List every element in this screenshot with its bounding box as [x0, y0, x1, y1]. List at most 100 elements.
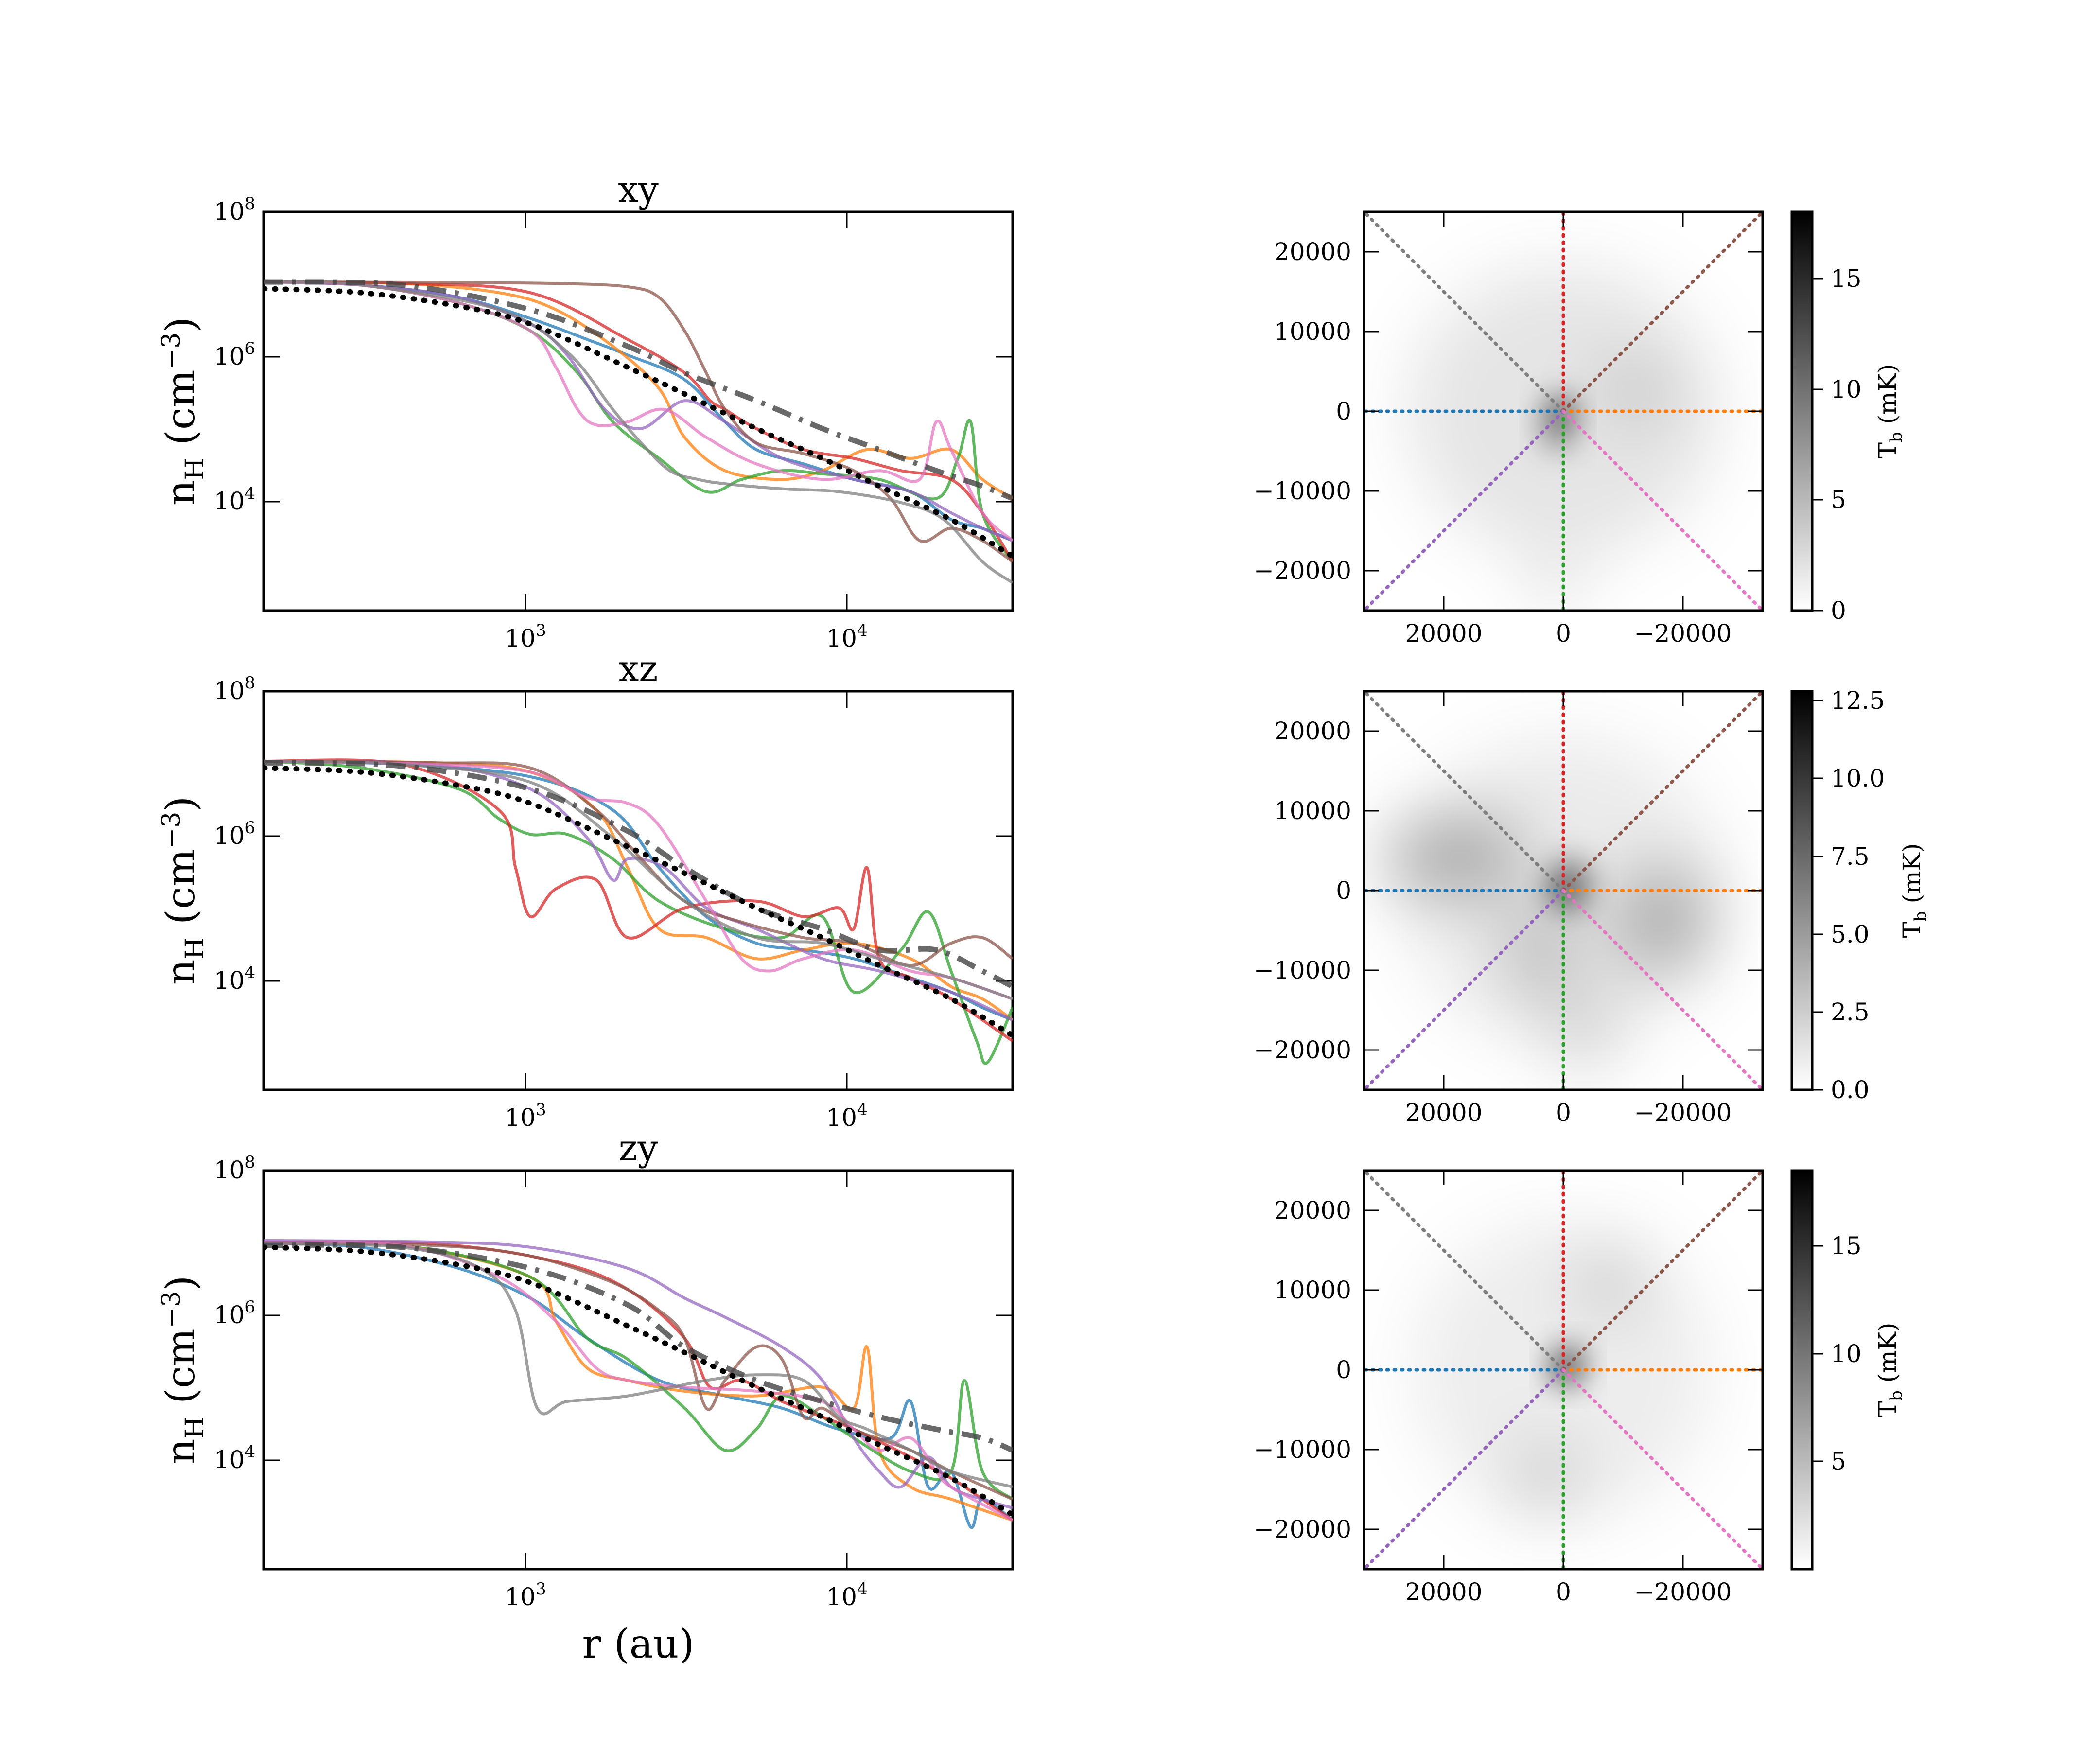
ray-brown — [1561, 689, 1765, 892]
series-line-red — [264, 758, 1013, 1042]
series-line-green — [264, 1241, 1013, 1501]
series-line-red — [264, 280, 1013, 562]
series-group-zy — [264, 1239, 1013, 1529]
hm-xtick-label: 20000 — [1405, 1578, 1482, 1606]
ray-brown — [1561, 210, 1765, 413]
hm-ytick-label: −10000 — [1254, 1435, 1351, 1464]
y-axis-label-xz: nH (cm−3) — [157, 796, 210, 985]
ytick-label-xy-1e4: 104 — [214, 484, 255, 515]
colorbar-label-xy: Tb (mK) — [1873, 364, 1906, 459]
xtick-label-xz-1e4: 104 — [826, 1100, 867, 1132]
ray-gray — [1362, 1169, 1565, 1372]
series-line-fit — [264, 286, 1013, 559]
series-line-mean — [264, 1242, 1013, 1453]
ticks-colorbars — [1812, 278, 1823, 1462]
hm-ytick-label: 20000 — [1274, 238, 1351, 266]
colorbar-label-zy: Tb (mK) — [1873, 1323, 1906, 1418]
colorbars — [1790, 210, 1814, 1571]
ticks-heatmaps — [1364, 212, 1763, 1569]
hm-ytick-label: 20000 — [1274, 1196, 1351, 1225]
y-axis-label-zy: nH (cm−3) — [157, 1276, 210, 1465]
hm-ytick-label: −10000 — [1254, 477, 1351, 505]
ytick-label-zy-1e8: 108 — [214, 1153, 255, 1184]
rays-zy — [1362, 1169, 1765, 1571]
hm-ytick-label: 20000 — [1274, 717, 1351, 745]
hm-ytick-label: 10000 — [1274, 317, 1351, 346]
hm-ytick-label: 10000 — [1274, 797, 1351, 825]
cb-tick-label: 2.5 — [1831, 998, 1870, 1026]
rays-xy — [1362, 210, 1765, 612]
ytick-label-xy-1e6: 106 — [214, 339, 255, 370]
hm-xtick-label: −20000 — [1634, 1099, 1732, 1127]
ray-purple — [1362, 889, 1565, 1092]
ray-purple — [1362, 1368, 1565, 1571]
cb-tick-label: 10.0 — [1831, 764, 1885, 792]
hm-ytick-label: −20000 — [1254, 1036, 1351, 1064]
series-line-pink — [264, 759, 1013, 1000]
hm-ytick-label: 0 — [1336, 876, 1351, 905]
axes-frame-xy — [262, 210, 1014, 612]
ray-gray — [1362, 689, 1565, 892]
hm-ytick-label: 0 — [1336, 397, 1351, 425]
cb-tick-label: 12.5 — [1831, 686, 1885, 715]
axes-frame-xz — [262, 690, 1014, 1091]
hm-ytick-label: −10000 — [1254, 956, 1351, 984]
cb-tick-label: 5.0 — [1831, 920, 1870, 948]
chart-title-zy: zy — [619, 1127, 658, 1169]
ray-pink — [1561, 1368, 1765, 1571]
chart-title-xy: xy — [618, 169, 659, 210]
ytick-label-zy-1e4: 104 — [214, 1442, 255, 1474]
series-line-fit — [264, 765, 1013, 1038]
series-group-xz — [264, 758, 1013, 1065]
series-line-purple — [264, 280, 1013, 542]
chart-title-xz: xz — [619, 648, 658, 690]
hm-xtick-label: −20000 — [1634, 619, 1732, 648]
ytick-label-zy-1e6: 106 — [214, 1297, 255, 1329]
cb-tick-label: 5 — [1831, 1447, 1846, 1475]
hm-ytick-label: −20000 — [1254, 1515, 1351, 1543]
ytick-label-xz-1e8: 108 — [214, 673, 255, 705]
cb-tick-label: 0 — [1831, 596, 1846, 625]
colorbar-zy — [1790, 1169, 1814, 1571]
heatmap-text: 20000 10000 0 −10000 −20000 20000 0 −200… — [1254, 238, 1930, 1606]
ticks-left-zy — [264, 1171, 1013, 1569]
series-line-gray — [264, 759, 1013, 1000]
hm-ytick-label: 10000 — [1274, 1276, 1351, 1304]
colorbar-xz — [1790, 690, 1814, 1091]
xtick-label-xy-1e4: 104 — [826, 621, 867, 652]
series-group-xy — [264, 279, 1013, 584]
cb-tick-label: 10 — [1831, 375, 1862, 403]
cb-tick-label: 15 — [1831, 1232, 1862, 1260]
xtick-label-zy-1e4: 104 — [826, 1579, 867, 1611]
cb-tick-label: 5 — [1831, 486, 1846, 514]
ray-brown — [1561, 1169, 1765, 1372]
cb-tick-label: 7.5 — [1831, 842, 1870, 871]
series-line-mean — [264, 279, 1013, 501]
hm-xtick-label: 20000 — [1405, 619, 1482, 648]
series-line-fit — [264, 1244, 1013, 1518]
ytick-label-xz-1e4: 104 — [214, 963, 255, 995]
series-line-gray — [264, 280, 1013, 584]
ticks-left-xy — [264, 212, 1013, 611]
series-line-orange — [264, 280, 1013, 500]
y-axis-label-xy: nH (cm−3) — [157, 317, 210, 506]
axis-ticks — [264, 212, 1823, 1569]
x-axis-label: r (au) — [582, 1621, 695, 1667]
axes-frame-zy — [262, 1169, 1014, 1571]
xtick-label-zy-1e3: 103 — [505, 1579, 546, 1611]
series-line-brown — [264, 759, 1013, 967]
series-line-purple — [264, 1239, 1013, 1509]
series-line-brown — [264, 280, 1013, 563]
rays-xz — [1362, 689, 1765, 1092]
hm-xtick-label: −20000 — [1634, 1578, 1732, 1606]
ray-gray — [1362, 210, 1565, 413]
series-line-orange — [264, 759, 1013, 1021]
cb-tick-label: 10 — [1831, 1340, 1862, 1368]
ray-pink — [1561, 889, 1765, 1092]
series-line-green — [264, 280, 1013, 563]
cb-tick-label: 0.0 — [1831, 1076, 1870, 1104]
hm-xtick-label: 0 — [1556, 1099, 1571, 1127]
xtick-label-xz-1e3: 103 — [505, 1100, 546, 1132]
cb-tick-label: 15 — [1831, 264, 1862, 293]
